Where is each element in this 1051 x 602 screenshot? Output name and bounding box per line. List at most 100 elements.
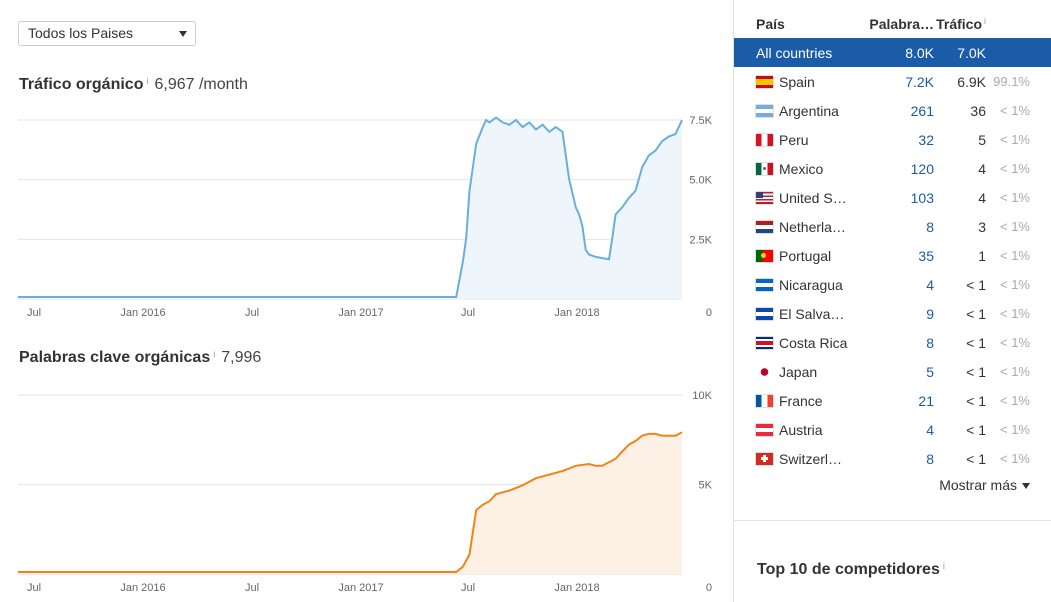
traffic-heading: Tráfico orgánico i 6,967 /month <box>19 76 248 94</box>
info-icon[interactable]: i <box>213 349 216 359</box>
x-tick-label: Jul <box>27 582 41 594</box>
country-name[interactable]: Portugal <box>734 241 856 270</box>
info-icon[interactable]: i <box>942 561 945 571</box>
country-traffic: < 1 <box>966 276 986 293</box>
country-row[interactable]: Switzerl… 8 < 1 < 1% <box>734 444 1051 473</box>
country-label: El Salva… <box>779 305 845 322</box>
country-traffic: 7.0K <box>934 38 986 67</box>
keywords-chart[interactable]: 10K 5K 0 Jul Jan 2016 Jul Jan 2017 Jul Jan 2018 <box>0 385 733 602</box>
country-keywords[interactable]: 261 <box>910 102 934 119</box>
flag-jp-icon <box>756 365 773 378</box>
country-traffic-pct <box>986 38 1051 67</box>
country-row[interactable]: France 21 < 1 < 1% <box>734 386 1051 415</box>
flag-ni-icon <box>756 278 773 291</box>
country-row[interactable]: Argentina 261 36 < 1% <box>734 96 1051 125</box>
country-keywords[interactable]: 5 <box>926 363 934 380</box>
country-row[interactable]: Mexico 120 4 < 1% <box>734 154 1051 183</box>
flag-nl-icon <box>756 220 773 233</box>
flag-ch-icon <box>756 452 773 465</box>
x-tick-label: Jan 2017 <box>338 307 383 319</box>
country-row[interactable]: Japan 5 < 1 < 1% <box>734 357 1051 386</box>
country-name[interactable]: France <box>734 386 856 415</box>
country-row[interactable]: Spain 7.2K 6.9K 99.1% <box>734 67 1051 96</box>
country-traffic: 36 <box>970 102 986 119</box>
country-row[interactable]: Austria 4 < 1 < 1% <box>734 415 1051 444</box>
country-traffic-pct: < 1% <box>1000 219 1030 234</box>
country-row[interactable]: Portugal 35 1 < 1% <box>734 241 1051 270</box>
country-label: Spain <box>779 73 815 90</box>
traffic-value: 6,967 /month <box>154 76 248 93</box>
country-row[interactable]: United S… 103 4 < 1% <box>734 183 1051 212</box>
flag-fr-icon <box>756 394 773 407</box>
country-traffic-pct: < 1% <box>1000 422 1030 437</box>
country-name[interactable]: Netherla… <box>734 212 856 241</box>
x-tick-label: Jul <box>461 307 475 319</box>
country-keywords[interactable]: 8 <box>926 334 934 351</box>
x-tick-label: Jan 2017 <box>338 582 383 594</box>
country-row[interactable]: Peru 32 5 < 1% <box>734 125 1051 154</box>
info-icon[interactable]: i <box>146 76 149 86</box>
country-name[interactable]: Austria <box>734 415 856 444</box>
country-select[interactable]: Todos los Paises <box>18 21 196 46</box>
country-traffic: 5 <box>978 131 986 148</box>
country-keywords[interactable]: 32 <box>918 131 934 148</box>
country-row[interactable]: All countries 8.0K 7.0K <box>734 38 1051 67</box>
country-name[interactable]: All countries <box>734 38 856 67</box>
country-keywords[interactable]: 8.0K <box>856 38 934 67</box>
country-traffic: < 1 <box>966 305 986 322</box>
country-name[interactable]: Switzerl… <box>734 444 856 473</box>
traffic-title: Tráfico orgánico <box>19 76 144 93</box>
country-traffic-pct: < 1% <box>1000 248 1030 263</box>
country-keywords[interactable]: 9 <box>926 305 934 322</box>
y-tick-label: 5K <box>699 480 713 492</box>
header-traffic[interactable]: Tráfico i <box>934 10 986 38</box>
country-keywords[interactable]: 8 <box>926 218 934 235</box>
country-keywords[interactable]: 120 <box>910 160 934 177</box>
flag-cr-icon <box>756 336 773 349</box>
info-icon[interactable]: i <box>984 16 986 26</box>
competitors-title: Top 10 de competidores <box>757 561 940 578</box>
flag-pe-icon <box>756 133 773 146</box>
header-keywords[interactable]: Palabra… <box>869 16 934 32</box>
country-name[interactable]: Costa Rica <box>734 328 856 357</box>
country-traffic-pct: < 1% <box>1000 335 1030 350</box>
country-name[interactable]: Argentina <box>734 96 856 125</box>
traffic-chart[interactable]: 7.5K 5.0K 2.5K 0 Jul Jan 2016 Jul Jan 2017 Jul Ja… <box>0 110 733 325</box>
country-keywords[interactable]: 4 <box>926 276 934 293</box>
country-keywords[interactable]: 103 <box>910 189 934 206</box>
country-row[interactable]: Nicaragua 4 < 1 < 1% <box>734 270 1051 299</box>
country-keywords[interactable]: 21 <box>918 392 934 409</box>
country-traffic: < 1 <box>966 450 986 467</box>
country-name[interactable]: Spain <box>734 67 856 96</box>
country-label: Argentina <box>779 102 839 119</box>
series-area <box>18 117 682 299</box>
country-keywords[interactable]: 8 <box>926 450 934 467</box>
country-label: Peru <box>779 131 809 148</box>
country-label: Costa Rica <box>779 334 848 351</box>
country-name[interactable]: El Salva… <box>734 299 856 328</box>
header-country[interactable]: País <box>756 16 785 32</box>
country-name[interactable]: Nicaragua <box>734 270 856 299</box>
chevron-down-icon <box>179 31 187 37</box>
country-row[interactable]: Netherla… 8 3 < 1% <box>734 212 1051 241</box>
country-row[interactable]: El Salva… 9 < 1 < 1% <box>734 299 1051 328</box>
country-keywords[interactable]: 7.2K <box>905 73 934 90</box>
x-tick-label: Jul <box>245 307 259 319</box>
country-name[interactable]: United S… <box>734 183 856 212</box>
country-label: France <box>779 392 823 409</box>
country-keywords[interactable]: 35 <box>918 247 934 264</box>
country-keywords[interactable]: 4 <box>926 421 934 438</box>
country-name[interactable]: Peru <box>734 125 856 154</box>
keywords-title: Palabras clave orgánicas <box>19 349 211 366</box>
country-label: Portugal <box>779 247 832 264</box>
keywords-value: 7,996 <box>221 349 262 366</box>
country-traffic: < 1 <box>966 363 986 380</box>
y-tick-label: 0 <box>706 582 712 594</box>
country-traffic-pct: < 1% <box>1000 190 1030 205</box>
countries-panel: País Palabra… Tráfico i All countries 8.0K… <box>733 0 1051 602</box>
country-row[interactable]: Costa Rica 8 < 1 < 1% <box>734 328 1051 357</box>
show-more-button[interactable]: Mostrar más <box>939 477 1030 493</box>
country-name[interactable]: Mexico <box>734 154 856 183</box>
divider <box>734 520 1051 521</box>
country-name[interactable]: Japan <box>734 357 856 386</box>
